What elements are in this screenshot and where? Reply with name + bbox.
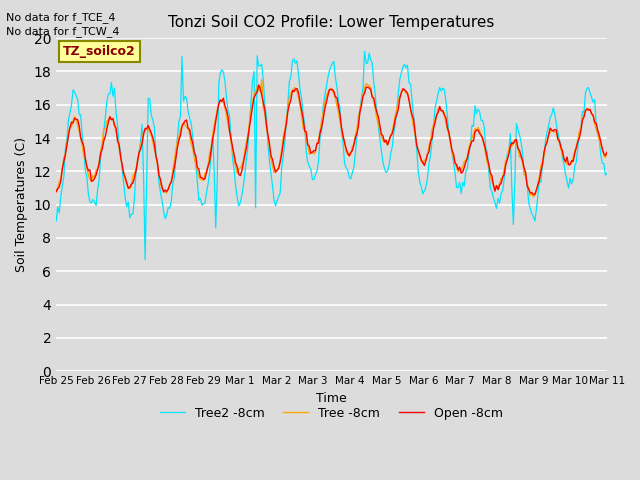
Open -8cm bbox=[216, 97, 224, 103]
Tree2 -8cm bbox=[218, 67, 226, 72]
Tree -8cm bbox=[216, 98, 224, 104]
Tree2 -8cm bbox=[361, 48, 369, 54]
Tree2 -8cm bbox=[52, 218, 60, 224]
Tree -8cm bbox=[120, 169, 127, 175]
Open -8cm bbox=[295, 90, 303, 96]
Tree2 -8cm bbox=[603, 170, 611, 176]
Open -8cm bbox=[603, 149, 611, 155]
Open -8cm bbox=[244, 134, 252, 140]
Open -8cm bbox=[531, 192, 539, 198]
Tree -8cm bbox=[529, 194, 537, 200]
Line: Tree -8cm: Tree -8cm bbox=[56, 80, 607, 197]
Tree2 -8cm bbox=[120, 180, 127, 186]
Tree -8cm bbox=[575, 129, 583, 134]
Text: No data for f_TCE_4: No data for f_TCE_4 bbox=[6, 12, 116, 23]
Tree -8cm bbox=[295, 95, 303, 101]
Open -8cm bbox=[255, 82, 262, 88]
Open -8cm bbox=[120, 170, 127, 176]
Tree2 -8cm bbox=[575, 130, 583, 136]
Tree -8cm bbox=[258, 77, 266, 83]
Line: Open -8cm: Open -8cm bbox=[56, 85, 607, 195]
Tree2 -8cm bbox=[246, 122, 253, 128]
Tree -8cm bbox=[603, 150, 611, 156]
Open -8cm bbox=[235, 171, 243, 177]
Open -8cm bbox=[52, 189, 60, 194]
X-axis label: Time: Time bbox=[316, 392, 347, 405]
Legend: Tree2 -8cm, Tree -8cm, Open -8cm: Tree2 -8cm, Tree -8cm, Open -8cm bbox=[155, 402, 508, 425]
Tree2 -8cm bbox=[141, 257, 149, 263]
Y-axis label: Soil Temperatures (C): Soil Temperatures (C) bbox=[15, 137, 28, 272]
Tree -8cm bbox=[244, 132, 252, 138]
Open -8cm bbox=[575, 135, 583, 141]
Tree2 -8cm bbox=[295, 72, 303, 78]
Tree2 -8cm bbox=[236, 200, 244, 206]
Text: No data for f_TCW_4: No data for f_TCW_4 bbox=[6, 26, 120, 37]
Line: Tree2 -8cm: Tree2 -8cm bbox=[56, 51, 607, 260]
Tree -8cm bbox=[52, 187, 60, 193]
Text: TZ_soilco2: TZ_soilco2 bbox=[63, 45, 136, 58]
Tree -8cm bbox=[235, 166, 243, 172]
Title: Tonzi Soil CO2 Profile: Lower Temperatures: Tonzi Soil CO2 Profile: Lower Temperatur… bbox=[168, 15, 495, 30]
